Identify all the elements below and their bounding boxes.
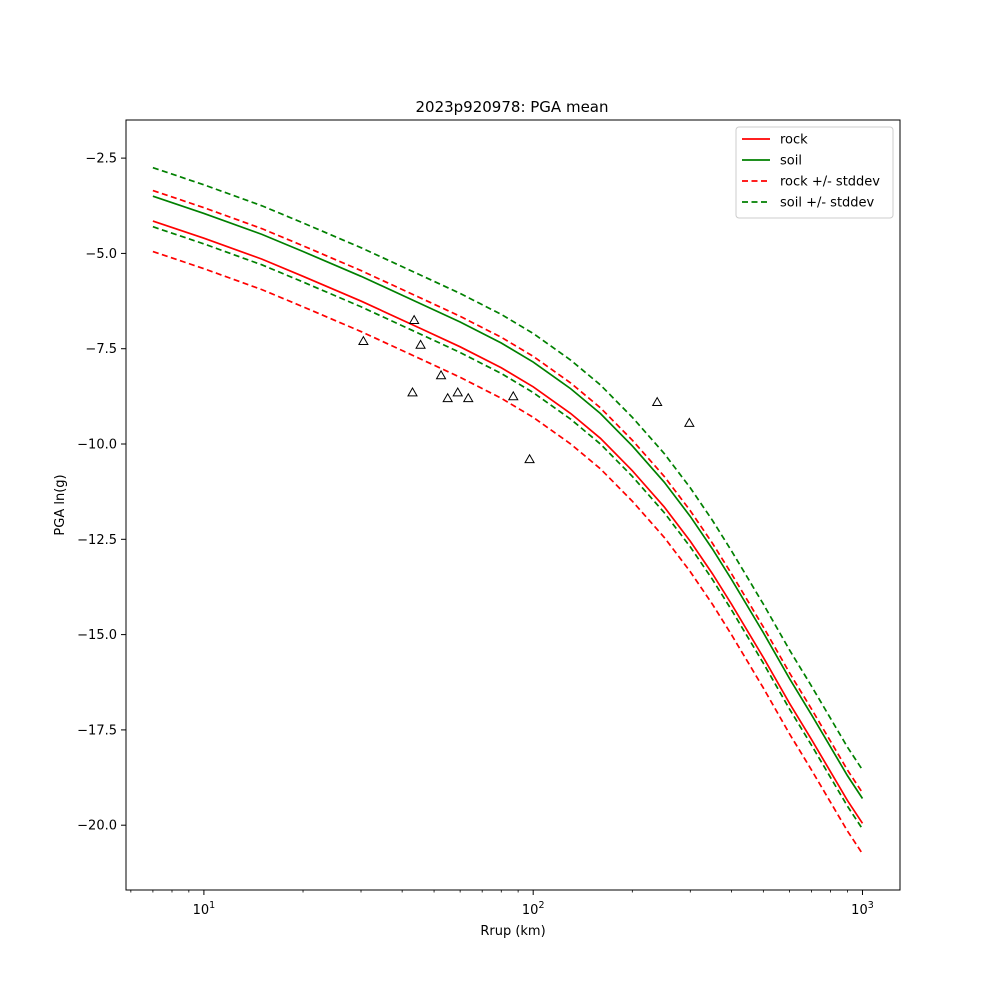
y-axis-ticks: −2.5 −5.0 −7.5 −10.0 −12.5 −15.0 −17.5 −20.0 [77,152,126,834]
series-line-3 [152,250,864,855]
legend: rock soil rock +/- stddev soil +/- stddev [735,126,894,219]
x-axis-ticks: 101 102 103 [130,890,874,918]
legend-label-2: rock +/- stddev [780,175,880,190]
y-tick-label-3: −10.0 [77,438,117,453]
series-line-2 [152,189,864,794]
legend-label-0: rock [780,133,808,148]
y-tick-label-5: −15.0 [77,628,117,643]
observation-marker-11 [683,417,695,427]
y-tick-label-6: −17.5 [77,723,117,738]
x-tick-label-1: 102 [522,900,545,918]
observation-marker-0 [358,335,369,345]
observation-marker-5 [442,392,454,403]
y-axis-label: PGA ln(g) [53,474,68,535]
observation-marker-6 [452,387,464,397]
series-line-4 [152,166,864,771]
observation-marker-1 [408,314,420,324]
observation-marker-8 [507,390,519,401]
y-tick-label-4: −12.5 [77,533,117,548]
observation-marker-4 [435,369,447,380]
series-line-1 [152,195,864,799]
observation-marker-9 [524,453,535,464]
observation-marker-10 [651,396,663,406]
legend-box [735,126,894,219]
y-tick-label-2: −7.5 [85,342,117,357]
plot-area [152,166,864,855]
chart-title: 2023p920978: PGA mean [415,98,608,116]
y-tick-label-0: −2.5 [85,152,117,167]
series-line-0 [152,220,864,824]
observation-marker-7 [462,392,474,403]
legend-label-1: soil [780,154,802,169]
x-tick-label-0: 101 [193,900,216,918]
axes-frame [125,119,901,891]
y-tick-label-7: −20.0 [77,819,117,834]
series-line-5 [152,225,864,830]
observation-marker-2 [407,387,418,397]
legend-label-3: soil +/- stddev [780,196,875,211]
observation-marker-3 [415,339,426,349]
y-tick-label-1: −5.0 [85,247,117,262]
x-axis-label: Rrup (km) [480,924,545,939]
x-tick-label-2: 103 [851,900,874,918]
